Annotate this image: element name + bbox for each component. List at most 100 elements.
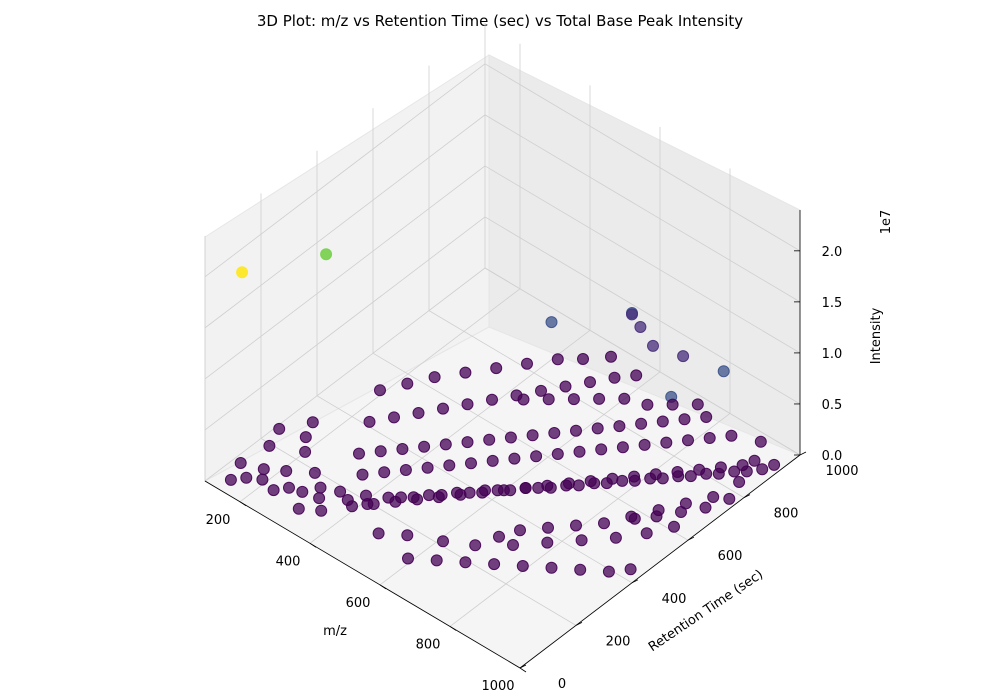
data-point <box>240 471 253 484</box>
data-point <box>748 454 761 467</box>
data-point <box>541 479 554 492</box>
data-point <box>530 450 543 463</box>
data-point <box>714 461 727 474</box>
data-point <box>292 502 305 515</box>
z-tick-label: 0.5 <box>822 398 843 413</box>
z-tick-label: 2.0 <box>822 245 843 260</box>
data-point <box>461 398 474 411</box>
data-point <box>407 491 420 504</box>
data-point <box>768 458 781 471</box>
data-point <box>608 371 621 384</box>
data-point <box>574 563 587 576</box>
data-point <box>399 464 412 476</box>
x-tick-label: 600 <box>346 596 371 611</box>
y-axis-label: Retention Time (sec) <box>646 567 766 655</box>
data-point <box>504 431 517 444</box>
data-point <box>575 534 588 547</box>
data-point <box>519 482 532 494</box>
data-point <box>551 448 564 460</box>
data-point <box>535 384 547 397</box>
data-point <box>516 560 529 572</box>
x-axis-label: m/z <box>323 624 347 639</box>
z-tick-label: 0.0 <box>822 449 843 464</box>
data-point <box>308 466 321 479</box>
data-point <box>486 454 499 467</box>
data-point <box>595 443 608 456</box>
data-point <box>559 380 572 393</box>
data-point <box>367 498 380 510</box>
z-axis-label: Intensity <box>869 307 884 364</box>
data-point <box>283 481 295 494</box>
data-point <box>671 466 684 478</box>
y-tick-label: 0 <box>558 677 566 692</box>
data-point <box>725 429 738 442</box>
data-point <box>280 465 293 477</box>
y-tick-mark <box>799 451 807 456</box>
data-point <box>459 556 472 569</box>
data-point <box>488 558 501 571</box>
x-axis-line <box>204 480 521 669</box>
data-point <box>273 422 286 435</box>
data-point <box>652 504 665 517</box>
data-point <box>609 531 622 544</box>
data-point <box>493 530 505 543</box>
data-point <box>504 484 517 497</box>
data-point <box>412 407 425 419</box>
data-point <box>388 411 400 424</box>
grid-line-z <box>484 267 801 456</box>
data-point <box>507 539 519 551</box>
data-point <box>521 357 533 370</box>
y-axis-line <box>519 454 801 669</box>
x-tick-label: 1000 <box>481 679 514 694</box>
data-point <box>356 468 369 481</box>
data-point <box>257 463 270 476</box>
data-point <box>465 457 477 470</box>
data-point <box>469 539 482 552</box>
z-tick-label: 1.0 <box>822 347 843 362</box>
data-point <box>728 465 741 478</box>
y-tick-label: 600 <box>718 549 743 564</box>
data-point <box>542 393 555 406</box>
data-point <box>423 489 435 502</box>
data-point <box>691 398 704 411</box>
x-tick-label: 400 <box>276 554 301 569</box>
data-point <box>490 362 503 375</box>
data-point <box>567 393 580 406</box>
data-point <box>401 529 414 542</box>
data-point <box>341 494 354 506</box>
data-point <box>508 452 521 465</box>
data-point <box>395 491 407 504</box>
data-point <box>598 517 610 530</box>
data-point <box>602 565 615 578</box>
x-tick-label: 800 <box>416 637 441 652</box>
data-point <box>593 392 606 405</box>
grid-line-z <box>204 165 486 380</box>
data-point <box>267 484 280 497</box>
data-point <box>479 484 491 497</box>
data-point <box>372 527 385 540</box>
data-point <box>451 486 463 499</box>
data-point <box>313 492 326 505</box>
data-point <box>421 461 434 474</box>
data-point <box>374 445 387 458</box>
data-point <box>626 308 638 321</box>
data-point <box>486 393 498 406</box>
data-point <box>463 486 476 499</box>
data-point <box>435 489 448 501</box>
data-point <box>668 520 680 533</box>
grid-line-y <box>428 310 745 498</box>
data-point <box>236 266 249 279</box>
data-point <box>360 489 372 502</box>
data-point <box>584 376 596 389</box>
data-points <box>224 248 781 578</box>
data-point <box>551 353 564 366</box>
data-point <box>679 497 692 510</box>
grid-line-y <box>372 352 689 541</box>
data-point <box>677 350 690 363</box>
grid-lines <box>204 23 801 669</box>
data-point <box>526 429 539 442</box>
x-tick-mark <box>519 667 527 673</box>
data-point <box>573 445 586 458</box>
data-point <box>570 519 582 532</box>
